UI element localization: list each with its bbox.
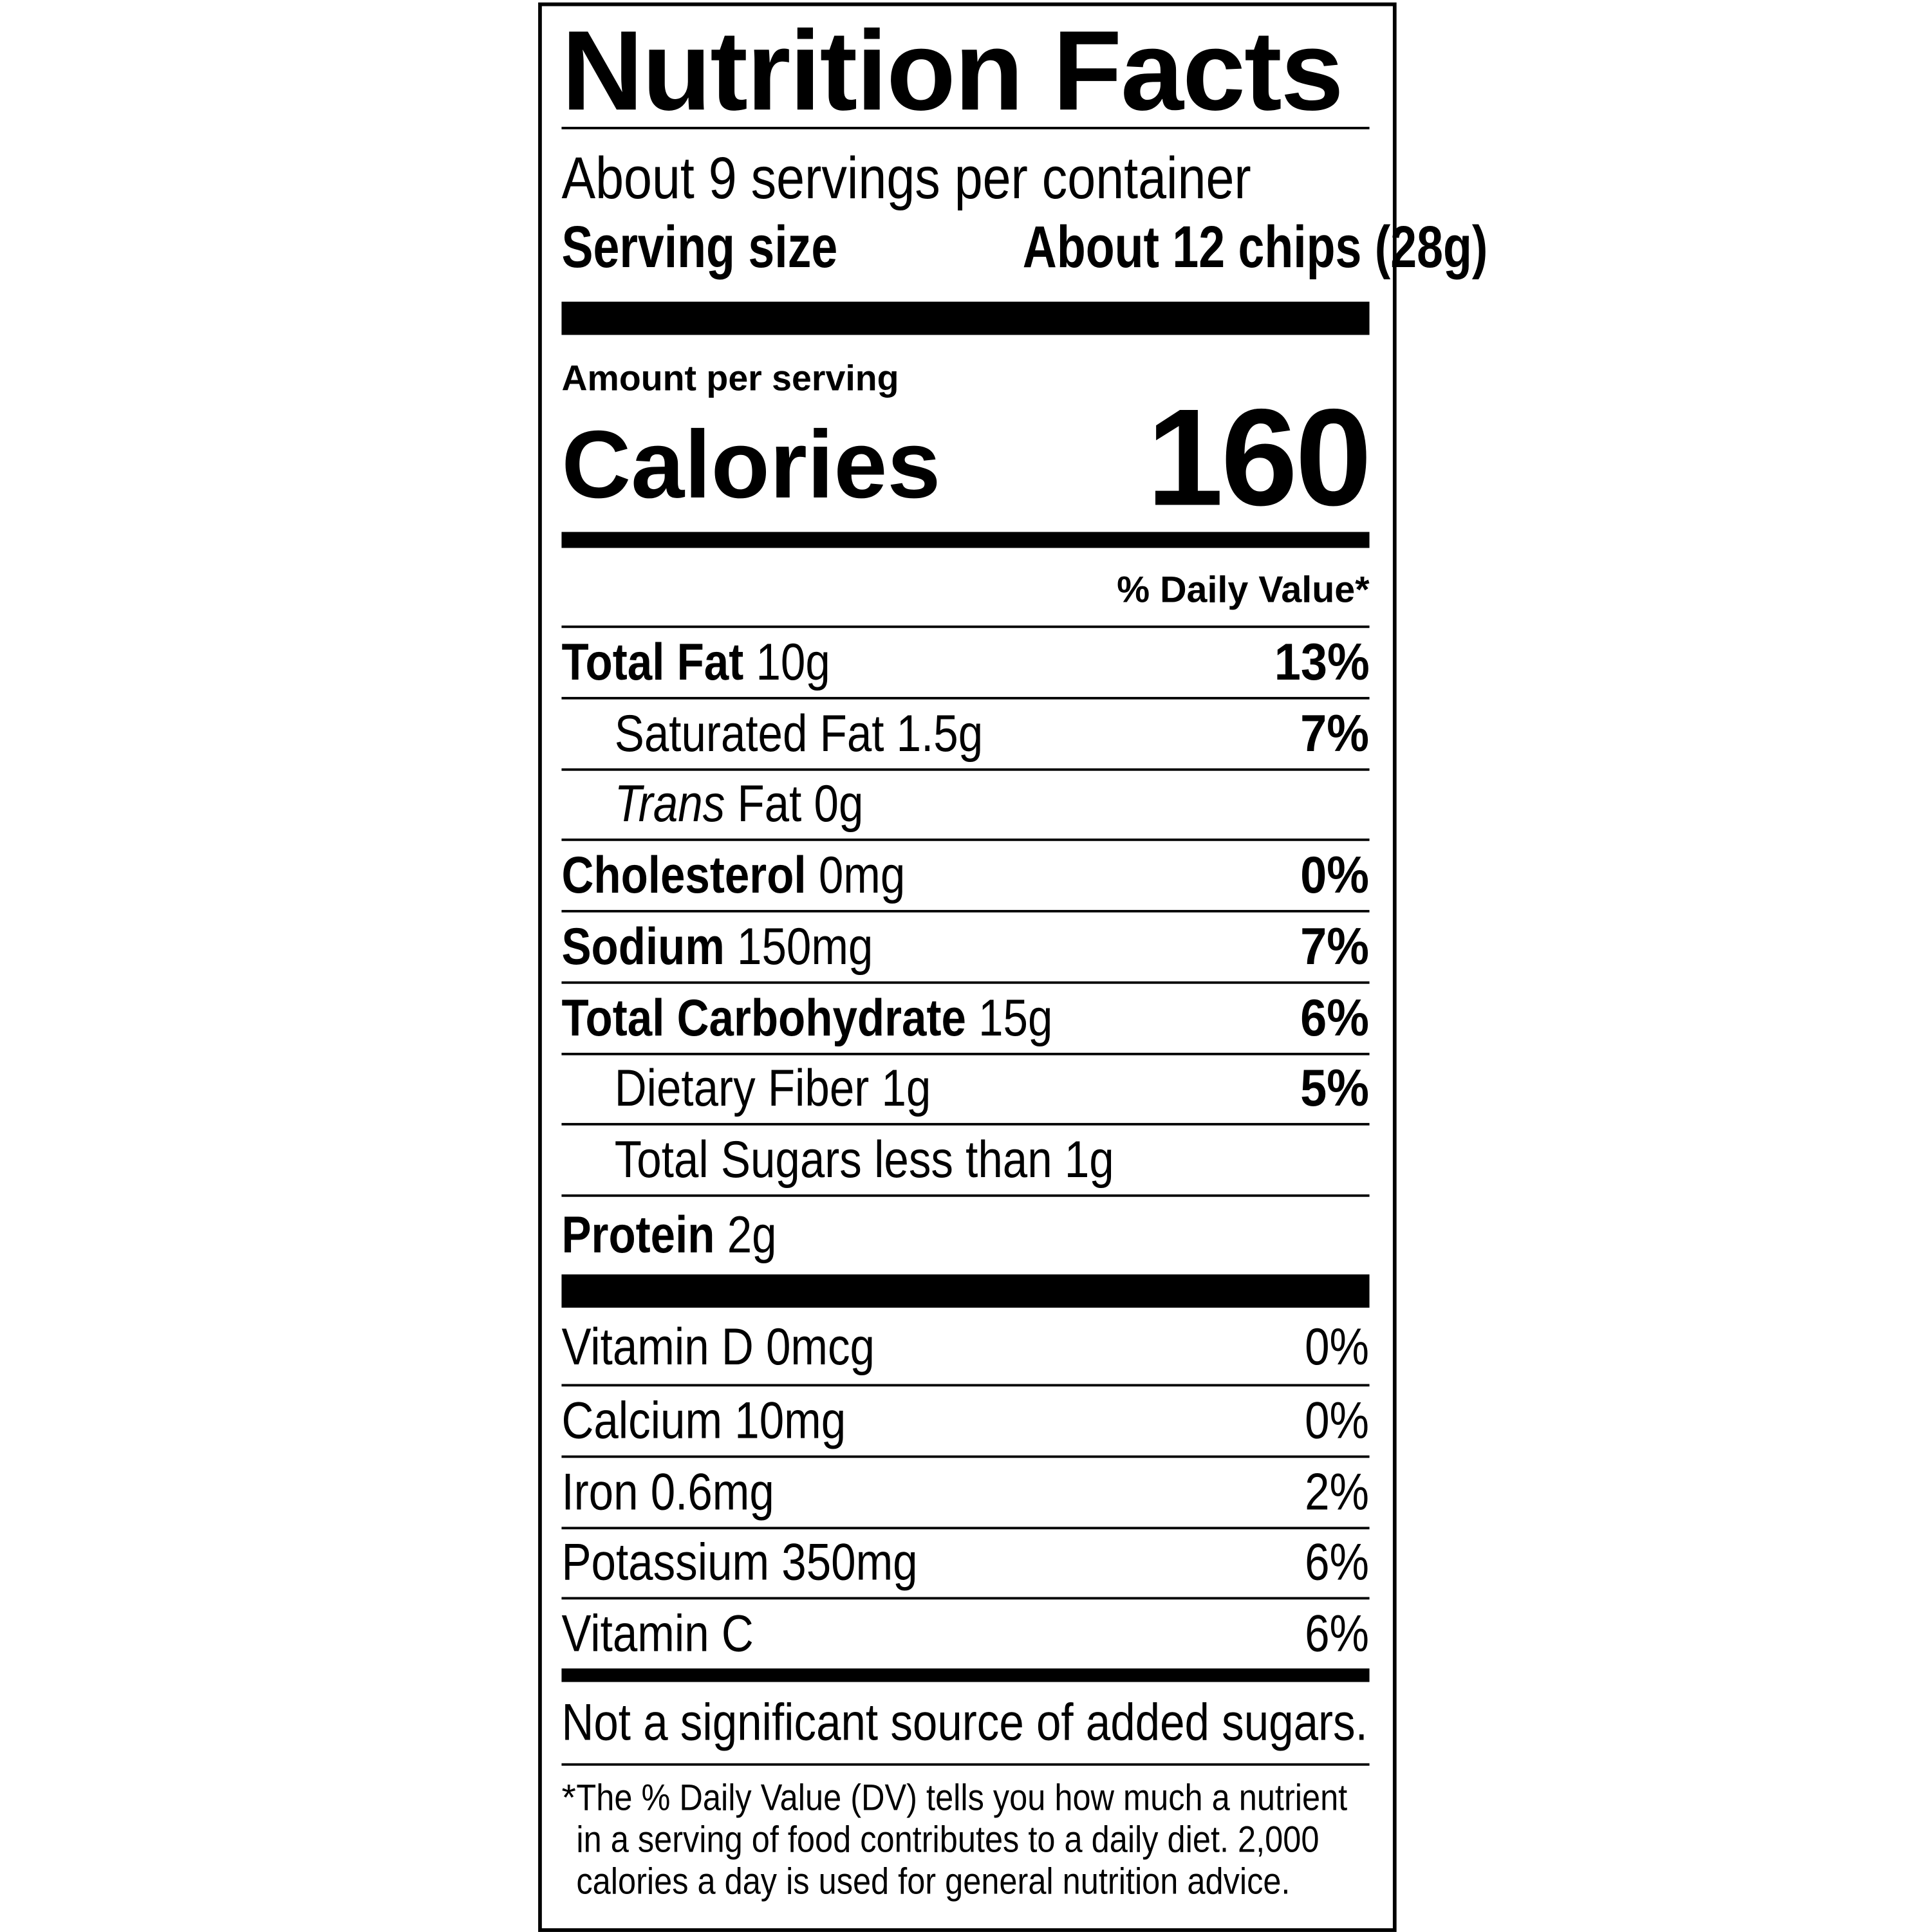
vitamin-row: Vitamin C 6% xyxy=(561,1597,1370,1668)
vitamin-row: Calcium 10mg 0% xyxy=(561,1384,1370,1455)
nutrient-label: Sodium 150mg xyxy=(561,917,873,976)
nutrient-amount: 1.5g xyxy=(896,703,984,762)
thick-divider xyxy=(561,301,1370,335)
medium-divider xyxy=(561,532,1370,548)
nutrient-daily-value: 6% xyxy=(1300,988,1370,1046)
nutrient-amount: 0g xyxy=(814,775,864,833)
vitamin-daily-value: 6% xyxy=(1305,1533,1370,1592)
vitamin-row: Vitamin D 0mcg 0% xyxy=(561,1310,1369,1384)
vitamin-amount: 0mcg xyxy=(765,1317,875,1376)
daily-value-header: % Daily Value* xyxy=(1117,570,1370,611)
vitamin-row: Potassium 350mg 6% xyxy=(561,1526,1370,1597)
nutrient-row: Total Sugars less than 1g xyxy=(561,1123,1370,1194)
calories-value: 160 xyxy=(1146,380,1372,535)
nutrient-daily-value: 7% xyxy=(1300,703,1370,762)
nutrient-row: Total Carbohydrate 15g 6% xyxy=(561,981,1370,1052)
nutrient-name: Total Fat xyxy=(561,633,744,691)
nutrient-label: Dietary Fiber 1g xyxy=(615,1059,931,1119)
vitamin-amount: 350mg xyxy=(781,1533,918,1592)
label-border xyxy=(538,2,1397,1932)
nutrient-row: Saturated Fat 1.5g 7% xyxy=(561,696,1370,767)
footnote-star: * xyxy=(561,1778,576,1819)
calories-label: Calories xyxy=(561,410,941,519)
nutrient-name-suffix: Fat xyxy=(737,775,802,833)
nutrient-daily-value: 0% xyxy=(1300,846,1370,904)
nutrient-daily-value: 5% xyxy=(1300,1059,1370,1118)
nutrient-name: Cholesterol xyxy=(561,846,807,904)
nutrient-amount: 1g xyxy=(881,1059,931,1118)
vitamin-label: Vitamin D 0mcg xyxy=(561,1317,875,1377)
vitamin-name: Potassium xyxy=(561,1533,770,1592)
footnote: * The % Daily Value (DV) tells you how m… xyxy=(561,1778,1369,1904)
vitamin-daily-value: 0% xyxy=(1305,1391,1370,1449)
vitamin-amount: 10mg xyxy=(734,1391,846,1449)
nutrient-label: Trans Fat 0g xyxy=(615,775,864,834)
nutrient-name: Trans xyxy=(614,775,725,833)
vitamin-label: Vitamin C xyxy=(561,1604,753,1664)
nutrient-daily-value: 13% xyxy=(1274,633,1370,691)
amount-per-serving: Amount per serving xyxy=(561,359,899,399)
vitamin-name: Calcium xyxy=(561,1391,723,1449)
nutrient-amount: 150mg xyxy=(737,917,873,976)
nutrient-daily-value: 7% xyxy=(1300,917,1370,976)
nutrient-label: Total Carbohydrate 15g xyxy=(561,989,1052,1048)
nutrient-list: Total Fat 10g 13% Saturated Fat 1.5g 7% Tran… xyxy=(561,625,1370,1272)
nutrient-label: Total Fat 10g xyxy=(561,633,830,692)
vitamin-list: Vitamin D 0mcg 0% Calcium 10mg 0% Iron 0.6mg… xyxy=(561,1310,1370,1669)
serving-size: Serving size About 12 chips (28g) xyxy=(561,214,1488,283)
added-sugars-note: Not a significant source of added sugars… xyxy=(561,1692,1369,1754)
vitamin-name: Vitamin D xyxy=(561,1317,754,1376)
nutrient-amount: 15g xyxy=(978,988,1053,1046)
vitamin-name: Iron xyxy=(561,1462,639,1521)
nutrient-row: Sodium 150mg 7% xyxy=(561,909,1370,981)
footnote-line: The % Daily Value (DV) tells you how muc… xyxy=(575,1778,1347,1819)
thick-divider xyxy=(561,1274,1370,1308)
nutrient-name: Protein xyxy=(561,1205,715,1263)
nutrient-name: Total Sugars xyxy=(614,1130,862,1189)
nutrient-name: Total Carbohydrate xyxy=(561,988,966,1046)
vitamin-daily-value: 0% xyxy=(1305,1317,1370,1376)
nutrient-name: Sodium xyxy=(561,917,725,976)
nutrient-name: Saturated Fat xyxy=(614,703,884,762)
vitamin-row: Iron 0.6mg 2% xyxy=(561,1455,1370,1526)
vitamin-daily-value: 6% xyxy=(1305,1604,1370,1663)
nutrient-amount: 10g xyxy=(756,633,830,691)
nutrient-row: Protein 2g xyxy=(561,1194,1370,1272)
serving-size-label: Serving size xyxy=(561,215,838,281)
nutrient-label: Protein 2g xyxy=(561,1205,776,1264)
vitamin-name: Vitamin C xyxy=(561,1604,754,1663)
nutrient-amount: 2g xyxy=(727,1205,777,1263)
vitamin-label: Iron 0.6mg xyxy=(561,1462,774,1521)
serving-size-value: About 12 chips (28g) xyxy=(1023,215,1488,281)
footnote-line: in a serving of food contributes to a da… xyxy=(575,1819,1319,1861)
nutrient-row: Total Fat 10g 13% xyxy=(561,625,1370,696)
footnote-line: calories a day is used for general nutri… xyxy=(575,1861,1290,1903)
nutrient-row: Trans Fat 0g xyxy=(561,767,1370,839)
vitamin-daily-value: 2% xyxy=(1305,1462,1370,1521)
nutrient-row: Cholesterol 0mg 0% xyxy=(561,839,1370,909)
servings-per-container: About 9 servings per container xyxy=(561,145,1369,214)
medium-divider xyxy=(561,1668,1370,1682)
nutrient-label: Saturated Fat 1.5g xyxy=(615,704,983,763)
vitamin-amount: 0.6mg xyxy=(650,1462,774,1521)
vitamin-label: Calcium 10mg xyxy=(561,1391,846,1451)
divider xyxy=(561,1763,1370,1766)
title-text: Nutrition Facts xyxy=(561,8,1343,135)
calories-row: Calories 160 xyxy=(561,380,1372,535)
nutrient-name: Dietary Fiber xyxy=(614,1059,870,1118)
nutrient-label: Cholesterol 0mg xyxy=(561,846,905,906)
label-title: Nutrition Facts xyxy=(561,10,1369,133)
nutrient-label: Total Sugars less than 1g xyxy=(615,1131,1114,1190)
nutrient-amount: less than 1g xyxy=(874,1130,1114,1189)
divider xyxy=(561,127,1370,129)
nutrient-row: Dietary Fiber 1g 5% xyxy=(561,1052,1370,1123)
vitamin-label: Potassium 350mg xyxy=(561,1534,917,1593)
nutrient-amount: 0mg xyxy=(818,846,906,904)
added-sugars-text: Not a significant source of added sugars… xyxy=(561,1693,1368,1751)
servings-text: About 9 servings per container xyxy=(561,146,1251,212)
